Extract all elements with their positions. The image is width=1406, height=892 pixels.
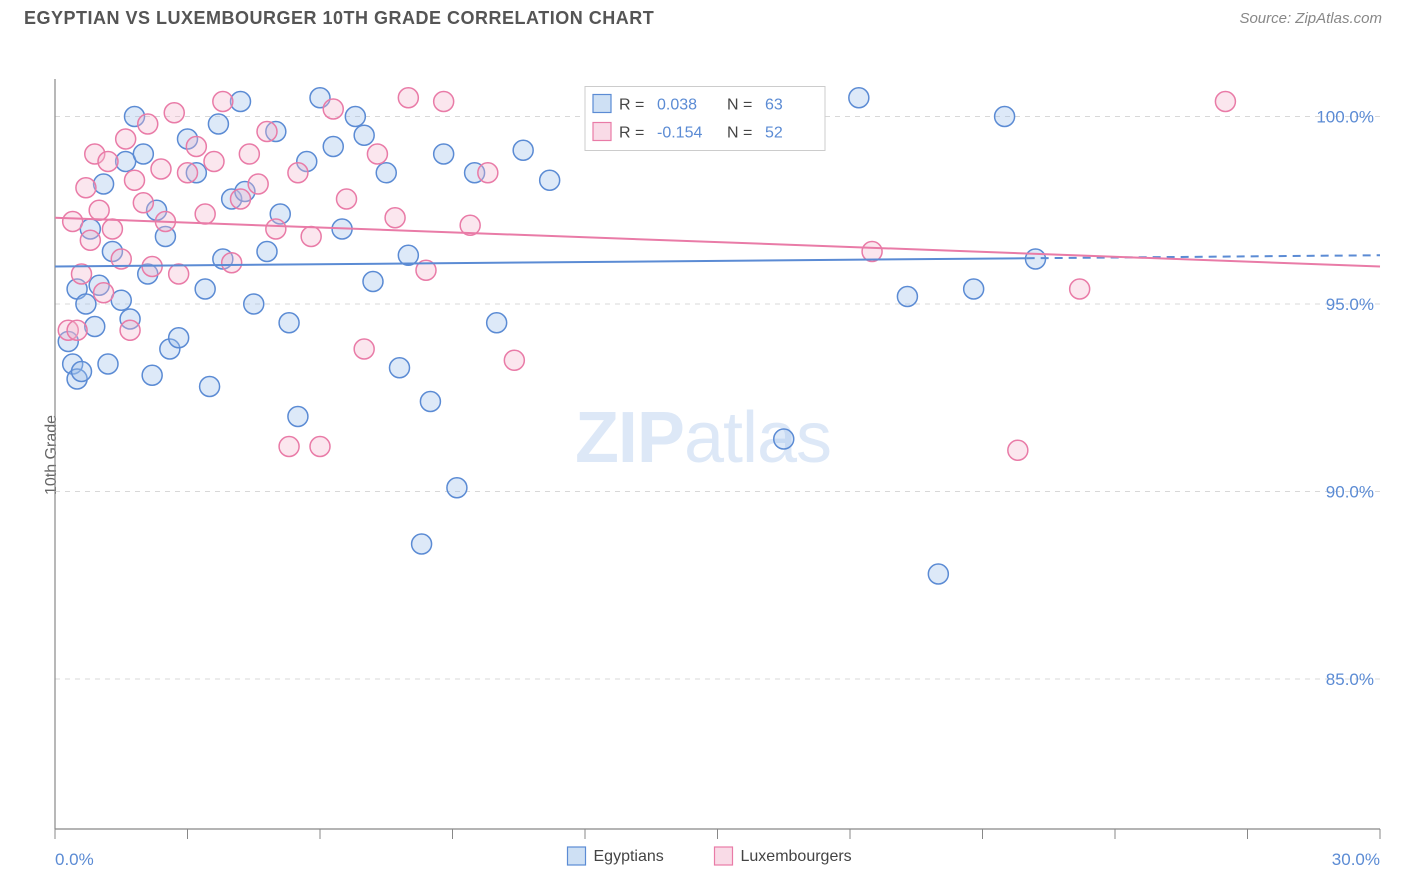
svg-text:N =: N = [727, 125, 752, 142]
svg-text:30.0%: 30.0% [1332, 850, 1380, 869]
svg-text:0.0%: 0.0% [55, 850, 94, 869]
svg-text:R =: R = [619, 97, 644, 114]
svg-text:90.0%: 90.0% [1326, 483, 1374, 502]
svg-text:95.0%: 95.0% [1326, 295, 1374, 314]
svg-text:N =: N = [727, 97, 752, 114]
svg-text:Luxembourgers: Luxembourgers [741, 848, 852, 865]
svg-text:Egyptians: Egyptians [594, 848, 664, 865]
source-label: Source: ZipAtlas.com [1239, 10, 1382, 27]
scatter-plot-svg: 85.0% 90.0% 95.0% 100.0% 0.0% 30.0% R = 0.038 N … [0, 29, 1406, 881]
svg-text:0.038: 0.038 [657, 97, 697, 114]
svg-text:-0.154: -0.154 [657, 125, 702, 142]
chart-header: EGYPTIAN VS LUXEMBOURGER 10TH GRADE CORR… [0, 0, 1406, 29]
svg-text:R =: R = [619, 125, 644, 142]
plot-container: 10th Grade ZIPatlas 85.0%90.0%95.0%100.0… [0, 29, 1406, 881]
svg-text:63: 63 [765, 97, 783, 114]
chart-title: EGYPTIAN VS LUXEMBOURGER 10TH GRADE CORR… [24, 8, 654, 29]
svg-text:100.0%: 100.0% [1316, 108, 1374, 127]
svg-text:52: 52 [765, 125, 783, 142]
svg-text:85.0%: 85.0% [1326, 670, 1374, 689]
